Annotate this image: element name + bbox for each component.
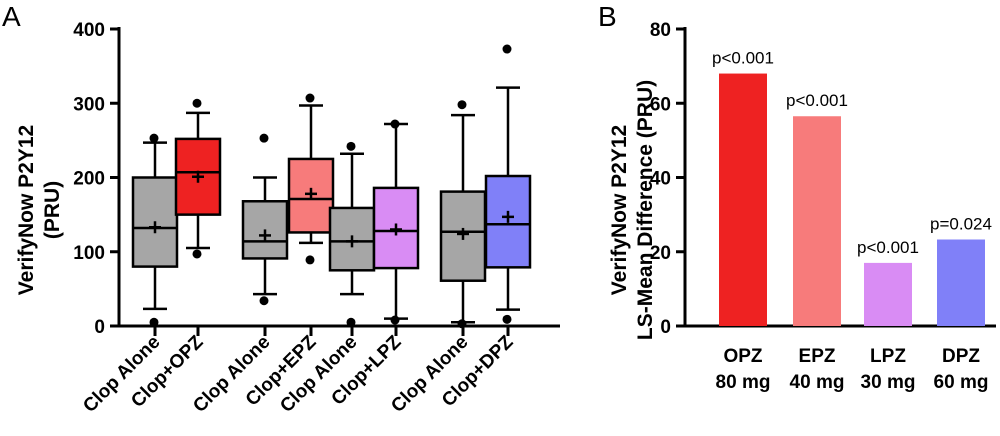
panel-b-y-tick-label: 40	[650, 169, 671, 190]
box-outlier-point	[149, 317, 159, 327]
panel-b-bar	[719, 73, 767, 326]
box-outlier-point	[390, 119, 400, 129]
box-outlier-point	[502, 314, 512, 324]
box-outlier-point	[149, 133, 159, 143]
panel-b-category-label-dose: 60 mg	[934, 372, 989, 393]
panel-b-y-tick-label: 0	[660, 317, 671, 338]
panel-b-p-value-label: p<0.001	[857, 238, 919, 257]
box-iqr	[439, 190, 487, 282]
box-outlier-point	[502, 44, 512, 54]
panel-a-y-title-line2: (PRU)	[41, 181, 64, 239]
panel-b-y-title-line2: LS-Mean Difference (PRU)	[634, 80, 657, 340]
panel-a-y-tick-label: 400	[73, 20, 105, 41]
box-outlier-point	[390, 315, 400, 325]
panel-b-y-title: VerifyNow P2Y12 LS-Mean Difference (PRU)	[608, 80, 657, 340]
panel-b-plot: 0 20 40 60 80 p<0.001 OPZ 80 mg p<0.001 EPZ 40 mg p…	[650, 20, 996, 393]
panel-b-y-title-line1: VerifyNow P2Y12	[608, 125, 631, 295]
panel-a-y-tick-label: 200	[73, 169, 105, 190]
panel-a-y-tick-label: 300	[73, 94, 105, 115]
panel-a-y-tick-label: 0	[94, 317, 105, 338]
panel-b-y-tick-label: 80	[650, 20, 671, 41]
box-outlier-point	[305, 255, 315, 265]
panel-b-category-label-dose: 80 mg	[716, 372, 771, 393]
box-outlier-point	[346, 141, 356, 151]
panel-b-category-label-drug: LPZ	[870, 346, 906, 367]
panel-b-bar	[937, 239, 985, 326]
panel-b-category-label-drug: OPZ	[723, 346, 762, 367]
panel-a-y-title: VerifyNow P2Y12 (PRU)	[15, 125, 64, 295]
panel-b-category-label-dose: 30 mg	[861, 372, 916, 393]
panel-b-category-label-dose: 40 mg	[790, 372, 845, 393]
panel-b-p-value-label: p=0.024	[930, 214, 992, 233]
panel-b-y-tick-label: 20	[650, 243, 671, 264]
panel-b-bar	[793, 116, 841, 327]
box-outlier-point	[305, 93, 315, 103]
panel-b-y-tick-label: 60	[650, 94, 671, 115]
panel-b-p-value-label: p<0.001	[712, 49, 774, 68]
box-outlier-point	[192, 98, 202, 108]
panel-b-bar	[864, 262, 912, 326]
panel-b-category-label-drug: EPZ	[799, 346, 836, 367]
box-outlier-point	[457, 100, 467, 110]
panel-b-label: B	[598, 1, 617, 32]
panel-b-p-value-label: p<0.001	[786, 91, 848, 110]
box-outlier-point	[346, 317, 356, 327]
box-outlier-point	[259, 133, 269, 143]
box-outlier-point	[259, 296, 269, 306]
box-iqr	[372, 186, 420, 270]
box-iqr	[241, 200, 289, 260]
box-outlier-point	[192, 249, 202, 259]
panel-a-y-tick-label: 100	[73, 243, 105, 264]
box-outlier-point	[457, 319, 467, 329]
panel-a-label: A	[2, 1, 21, 32]
panel-a-y-title-line1: VerifyNow P2Y12	[15, 125, 38, 295]
box-iqr	[484, 174, 532, 269]
panel-b-category-label-drug: DPZ	[942, 346, 980, 367]
